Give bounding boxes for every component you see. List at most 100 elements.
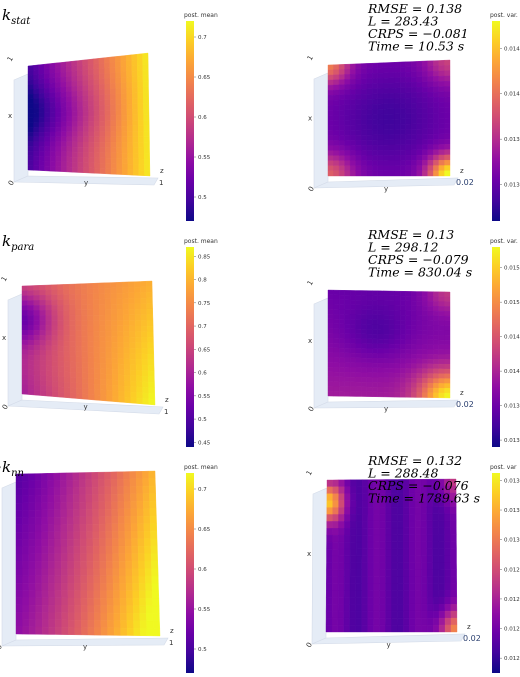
surface-cell: [142, 500, 151, 509]
surface-cell: [118, 531, 126, 540]
surface-cell: [366, 357, 373, 364]
surface-cell: [60, 96, 67, 103]
surface-cell: [405, 87, 412, 94]
surface-cell: [409, 583, 416, 591]
surface-cell: [438, 310, 445, 317]
surface-cell: [332, 569, 339, 577]
surface-cell: [120, 620, 128, 629]
surface-cell: [38, 136, 45, 142]
surface-cell: [151, 583, 159, 592]
surface-cell: [422, 144, 428, 151]
surface-cell: [60, 509, 68, 518]
surface-cell: [433, 96, 440, 103]
surface-cell: [327, 74, 334, 81]
surface-cell: [366, 93, 373, 100]
surface-cell: [39, 299, 46, 306]
surface-cell: [33, 127, 40, 133]
surface-cell: [361, 68, 367, 75]
surface-cell: [110, 168, 117, 175]
surface-cell: [145, 605, 154, 614]
surface-cell: [333, 362, 340, 368]
surface-cell: [377, 290, 384, 296]
surface-cell: [361, 381, 367, 388]
surface-cell: [126, 620, 134, 629]
surface-cell: [397, 617, 404, 626]
surface-cell: [126, 103, 133, 110]
surface-cell: [33, 389, 41, 396]
surface-cell: [405, 61, 412, 68]
surface-cell: [344, 309, 351, 315]
surface-cell: [333, 104, 340, 111]
surface-cell: [372, 391, 379, 398]
surface-cell: [75, 351, 83, 358]
surface-cell: [383, 124, 390, 130]
surface-cell: [355, 548, 363, 557]
surface-cell: [54, 553, 62, 562]
surface-cell: [63, 294, 70, 301]
surface-cell: [130, 501, 138, 509]
surface-cell: [92, 523, 100, 532]
surface-cell: [22, 604, 30, 613]
surface-cell: [416, 97, 423, 104]
surface-cell: [327, 150, 334, 157]
surface-cell: [54, 626, 63, 635]
surface-cell: [55, 151, 62, 157]
surface-cell: [60, 531, 68, 540]
surface-cell: [41, 612, 49, 621]
surface-cell: [28, 531, 36, 540]
surface-cell: [355, 562, 363, 570]
surface-cell: [422, 387, 428, 394]
surface-cell: [427, 617, 434, 626]
surface-cell: [372, 155, 379, 161]
surface-cell: [344, 362, 351, 368]
surface-cell: [107, 620, 115, 629]
surface-cell: [100, 612, 108, 621]
surface-cell: [128, 314, 136, 321]
surface-cell: [405, 348, 412, 355]
surface-cell: [27, 69, 34, 76]
surface-cell: [372, 304, 379, 311]
surface-cell: [338, 299, 345, 305]
surface-cell: [49, 92, 56, 99]
surface-cell: [399, 123, 406, 130]
surface-cell: [399, 154, 406, 161]
surface-cell: [21, 329, 29, 336]
surface-cell: [81, 314, 88, 321]
surface-cell: [143, 103, 150, 110]
surface-cell: [61, 156, 68, 163]
surface-cell: [35, 524, 42, 533]
surface-cell: [350, 347, 356, 354]
surface-cell: [343, 583, 351, 591]
surface-cell: [337, 590, 345, 598]
surface-cell: [63, 381, 71, 388]
surface-cell: [104, 104, 111, 111]
surface-cell: [427, 373, 434, 379]
surface-cell: [367, 597, 374, 605]
surface-cell: [104, 298, 112, 305]
surface-cell: [333, 366, 340, 373]
surface-cell: [327, 347, 334, 353]
surface-cell: [416, 160, 423, 166]
surface-cell: [444, 541, 451, 549]
z-axis-label: z: [160, 167, 164, 175]
surface-cell: [373, 597, 380, 605]
surface-cell: [148, 381, 155, 389]
surface-cell: [366, 165, 373, 172]
surface-cell: [433, 60, 440, 67]
surface-cell: [327, 333, 334, 339]
surface-cell: [105, 560, 114, 569]
surface-cell: [372, 357, 379, 364]
surface-cell: [21, 339, 29, 346]
surface-cell: [338, 69, 345, 75]
colorbar-tick-label: 0.5: [198, 195, 207, 201]
surface-cell: [87, 309, 94, 316]
surface-cell: [41, 524, 49, 533]
surface-cell: [68, 627, 76, 636]
surface-cell: [75, 361, 83, 368]
surface-cell: [81, 335, 89, 342]
surface-cell: [81, 372, 89, 379]
surface-cell: [450, 513, 457, 522]
surface-cell: [355, 367, 362, 373]
surface-cell: [33, 320, 41, 326]
